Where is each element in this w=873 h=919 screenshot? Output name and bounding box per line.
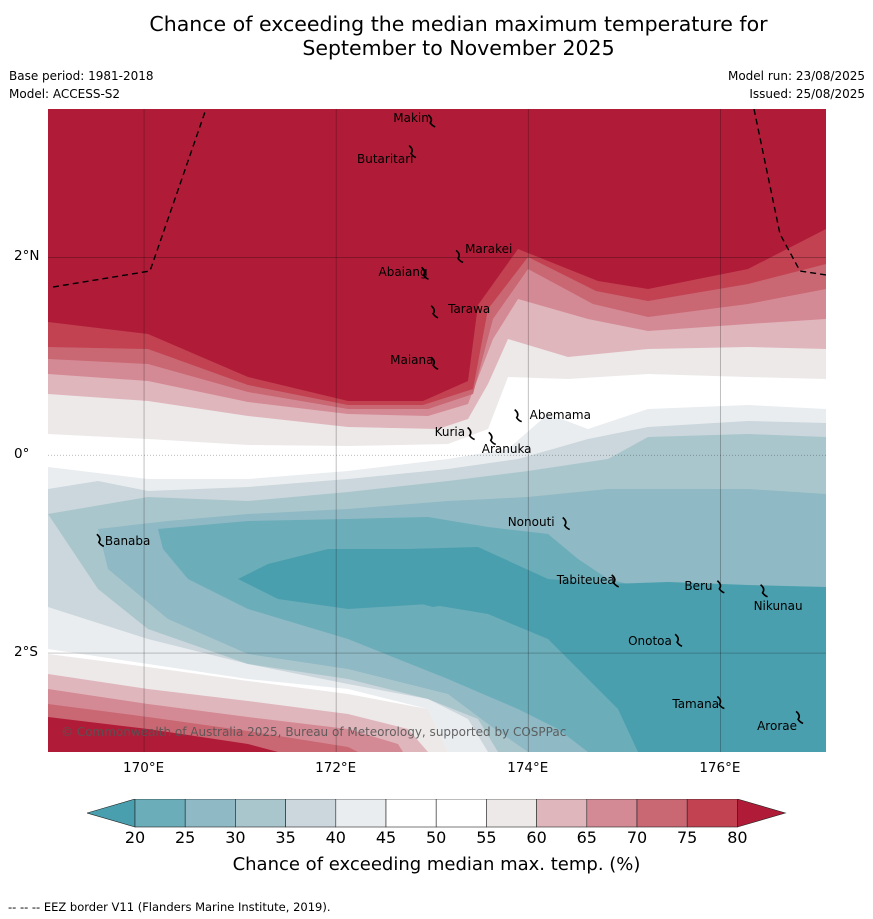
colorbar-segment xyxy=(235,799,286,828)
grid-lines xyxy=(48,109,826,752)
island-outline xyxy=(674,633,683,647)
colorbar-tick-label: 35 xyxy=(275,828,296,847)
island-label: Banaba xyxy=(104,534,151,549)
colorbar-tick-label: 70 xyxy=(626,828,648,847)
colorbar-segment xyxy=(285,799,337,828)
colorbar-tick-label: 20 xyxy=(124,828,146,847)
island-label: Abemama xyxy=(529,407,591,422)
island-outline xyxy=(716,580,725,594)
island-label: Nikunau xyxy=(753,598,803,613)
colorbar-tick-label: 80 xyxy=(727,828,748,847)
colorbar-segment xyxy=(134,799,186,828)
eez-footnote: -- -- -- EEZ border V11 (Flanders Marine… xyxy=(8,900,331,914)
eez-border-right xyxy=(753,109,826,276)
island-outline xyxy=(716,695,725,710)
colorbar-segment xyxy=(586,799,638,828)
band-sw-over-80 xyxy=(48,717,278,752)
band-over-80 xyxy=(48,109,826,401)
colorbar-segment xyxy=(184,799,236,828)
title-line-2: September to November 2025 xyxy=(302,36,615,60)
island-label: Onotoa xyxy=(628,634,672,649)
colorbar-segment xyxy=(686,799,738,828)
island-label: Beru xyxy=(684,578,713,593)
colorbar-over-triangle xyxy=(737,799,787,828)
island-label: Marakei xyxy=(465,242,513,257)
colorbar-segment xyxy=(636,799,688,828)
island-label: Abaiang xyxy=(378,265,428,280)
island-label: Tabiteuea xyxy=(556,572,615,587)
colorbar-segment xyxy=(335,799,387,828)
model-run-text: Model run: 23/08/2025 xyxy=(727,69,865,83)
y-tick-label: 2°S xyxy=(14,644,38,661)
meta-left: Base period: 1981-2018 Model: ACCESS-S2 xyxy=(9,69,154,105)
x-tick-label: 174°E xyxy=(507,760,549,776)
colorbar-tick-label: 50 xyxy=(426,828,447,847)
island-label: Arorae xyxy=(757,719,797,734)
band-under-20-core xyxy=(383,557,498,607)
title-line-1: Chance of exceeding the median maximum t… xyxy=(149,12,768,36)
meta-right: Model run: 23/08/2025 Issued: 25/08/2025 xyxy=(728,69,865,105)
island-shapes xyxy=(96,114,804,725)
colorbar-title: Chance of exceeding median max. temp. (%… xyxy=(232,854,641,875)
colorbar-tick-label: 55 xyxy=(476,828,497,847)
colorbar-tick-label: 60 xyxy=(526,828,547,847)
island-outline xyxy=(795,710,804,725)
colorbar-tick-label: 25 xyxy=(175,828,196,847)
island-outline xyxy=(488,431,497,446)
colorbar-tick-label: 40 xyxy=(325,828,346,847)
island-label: Butaritari xyxy=(357,151,414,166)
island-label: Kuria xyxy=(434,425,466,440)
x-tick-label: 172°E xyxy=(315,760,357,776)
island-outline xyxy=(455,249,464,264)
island-outline xyxy=(467,426,475,441)
colorbar-tick-label: 45 xyxy=(375,828,397,847)
island-label: Makin xyxy=(393,110,429,125)
colorbar-segment xyxy=(435,799,487,828)
contour-map xyxy=(48,109,826,752)
x-tick-label: 176°E xyxy=(699,760,741,776)
island-outline xyxy=(420,266,429,280)
forecast-map xyxy=(48,109,826,752)
issued-text: Issued: 25/08/2025 xyxy=(749,87,865,101)
colorbar-segment xyxy=(486,799,537,828)
colorbar xyxy=(87,799,787,828)
island-label: Aranuka xyxy=(481,442,532,457)
eez-border-left xyxy=(52,109,207,288)
island-outline xyxy=(430,305,439,319)
copyright-text: © Commonwealth of Australia 2025, Bureau… xyxy=(61,725,567,739)
model-text: Model: ACCESS-S2 xyxy=(9,87,121,101)
y-tick-label: 0° xyxy=(14,446,30,463)
island-outline xyxy=(96,533,105,548)
colorbar-tick-label: 30 xyxy=(225,828,246,847)
island-label: Tamana xyxy=(672,696,720,711)
y-tick-label: 2°N xyxy=(14,248,40,265)
colorbar-tick-label: 75 xyxy=(677,828,698,847)
island-outline xyxy=(562,516,570,531)
island-outline xyxy=(611,574,619,588)
island-label: Maiana xyxy=(390,353,434,368)
map-title: Chance of exceeding the median maximum t… xyxy=(0,12,873,60)
island-label: Tarawa xyxy=(448,301,491,316)
colorbar-tick-label: 65 xyxy=(576,828,597,847)
island-outline xyxy=(514,409,522,423)
island-outline xyxy=(427,114,436,128)
band-under-20 xyxy=(238,547,826,752)
island-outline xyxy=(408,144,417,159)
island-label: Nonouti xyxy=(507,515,555,530)
x-tick-label: 170°E xyxy=(123,760,165,776)
island-outline xyxy=(430,356,439,370)
colorbar-segment xyxy=(536,799,588,828)
colorbar-segment xyxy=(385,799,437,828)
colorbar-under-triangle xyxy=(87,799,136,828)
island-outline xyxy=(760,584,768,598)
base-period-text: Base period: 1981-2018 xyxy=(9,69,154,83)
